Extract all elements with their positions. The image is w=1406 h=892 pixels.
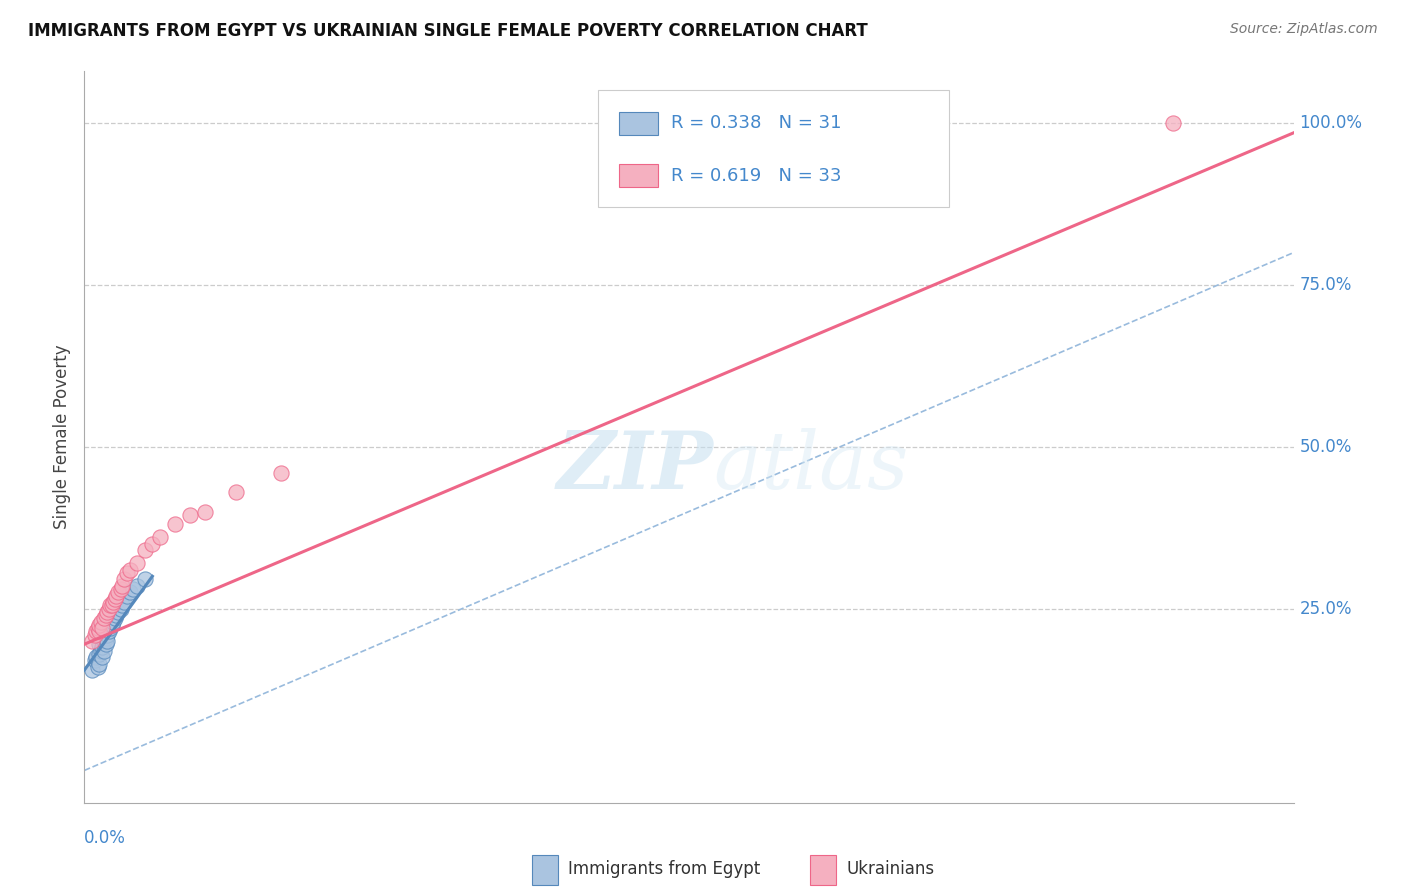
Point [89,647,111,661]
Point [111,599,134,613]
Text: Immigrants from Egypt: Immigrants from Egypt [568,860,761,878]
Y-axis label: Single Female Poverty: Single Female Poverty [53,345,72,529]
Point [87,621,110,635]
Point [86,650,108,665]
Text: 100.0%: 100.0% [1299,114,1362,132]
Point [96,634,118,648]
Point [134,543,156,558]
Text: 0.0%: 0.0% [84,829,127,847]
Point [89,624,111,639]
Text: ZIP: ZIP [557,427,713,505]
Point [101,595,124,609]
Point [80,663,103,677]
Text: 50.0%: 50.0% [1299,438,1353,456]
Text: Source: ZipAtlas.com: Source: ZipAtlas.com [1230,22,1378,37]
Point [94,608,117,623]
Point [107,585,129,599]
Point [112,595,135,609]
Point [141,537,163,551]
Point [225,485,247,500]
Text: 25.0%: 25.0% [1299,599,1353,617]
Point [104,611,127,625]
Point [101,615,124,629]
Point [98,621,121,635]
Text: 75.0%: 75.0% [1299,276,1353,294]
Point [115,566,138,580]
Point [165,517,187,532]
Point [118,585,141,599]
FancyBboxPatch shape [599,90,949,207]
Point [80,634,103,648]
Bar [531,855,558,885]
Text: Ukrainians: Ukrainians [846,860,934,878]
Bar [619,112,658,136]
Point [89,617,111,632]
Point [270,466,292,480]
Point [91,650,114,665]
Point [97,601,120,615]
Point [1161,116,1184,130]
Point [89,657,111,671]
Bar [810,855,837,885]
Point [96,605,118,619]
Point [110,601,132,615]
Point [93,643,115,657]
Point [107,605,129,619]
Point [105,589,128,603]
Point [93,634,115,648]
Text: IMMIGRANTS FROM EGYPT VS UKRAINIAN SINGLE FEMALE POVERTY CORRELATION CHART: IMMIGRANTS FROM EGYPT VS UKRAINIAN SINGL… [28,22,868,40]
Point [91,621,114,635]
Text: R = 0.619   N = 33: R = 0.619 N = 33 [671,167,841,185]
Bar [619,164,658,187]
Point [127,579,149,593]
Point [98,599,121,613]
Point [84,653,107,667]
Point [86,624,108,639]
Text: atlas: atlas [713,427,908,505]
Point [104,591,127,606]
Point [100,599,122,613]
Point [94,631,117,645]
Point [91,640,114,655]
Point [179,508,201,522]
Point [84,627,107,641]
Point [127,557,149,571]
Point [115,589,138,603]
Point [96,627,118,641]
Point [89,637,111,651]
Point [134,573,156,587]
Point [118,563,141,577]
Point [90,615,112,629]
Point [194,504,217,518]
Point [111,579,134,593]
Point [93,611,115,625]
Point [90,643,112,657]
Point [121,582,143,597]
Point [110,582,132,597]
Point [112,573,135,587]
Point [100,617,122,632]
Text: R = 0.338   N = 31: R = 0.338 N = 31 [671,114,841,133]
Point [94,637,117,651]
Point [149,530,172,544]
Point [105,608,128,623]
Point [87,660,110,674]
Point [97,624,120,639]
